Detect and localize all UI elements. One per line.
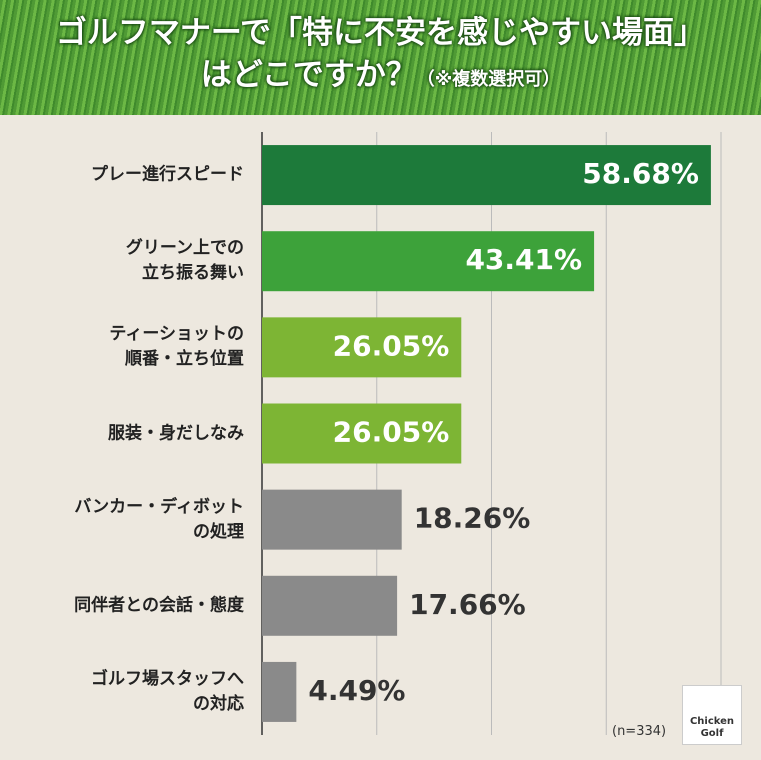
value-label: 26.05%	[333, 329, 450, 362]
value-label: 43.41%	[465, 243, 582, 276]
sample-note: (n=334)	[612, 724, 667, 739]
value-label: 18.26%	[414, 502, 531, 535]
value-label: 58.68%	[582, 157, 699, 190]
category-label: 服装・身だしなみ	[108, 423, 244, 443]
category-label: グリーン上での 立ち振る舞い	[125, 238, 244, 284]
bar	[262, 317, 462, 378]
bar	[262, 575, 398, 636]
bar	[262, 231, 595, 292]
value-label: 4.49%	[308, 674, 405, 707]
title-block: ゴルフマナーで「特に不安を感じやすい場面」 はどこですか？（※複数選択可）	[0, 12, 761, 101]
value-label: 17.66%	[409, 588, 526, 621]
bar	[262, 145, 711, 206]
bar	[262, 661, 297, 722]
chart-title: ゴルフマナーで「特に不安を感じやすい場面」 はどこですか？	[55, 15, 706, 93]
category-label: 同伴者との会話・態度	[74, 595, 244, 616]
value-label: 26.05%	[333, 416, 450, 449]
header-band	[0, 0, 761, 115]
category-label: ゴルフ場スタッフへ の対応	[91, 668, 244, 714]
category-label: ティーショットの 順番・立ち位置	[109, 324, 244, 370]
logo: Chicken Golf	[682, 685, 742, 745]
bar	[262, 403, 462, 464]
category-label: バンカー・ディボット の処理	[74, 496, 244, 542]
bar	[262, 489, 402, 550]
chart-subtitle: （※複数選択可）	[416, 69, 561, 90]
category-label: プレー進行スピード	[91, 164, 244, 185]
